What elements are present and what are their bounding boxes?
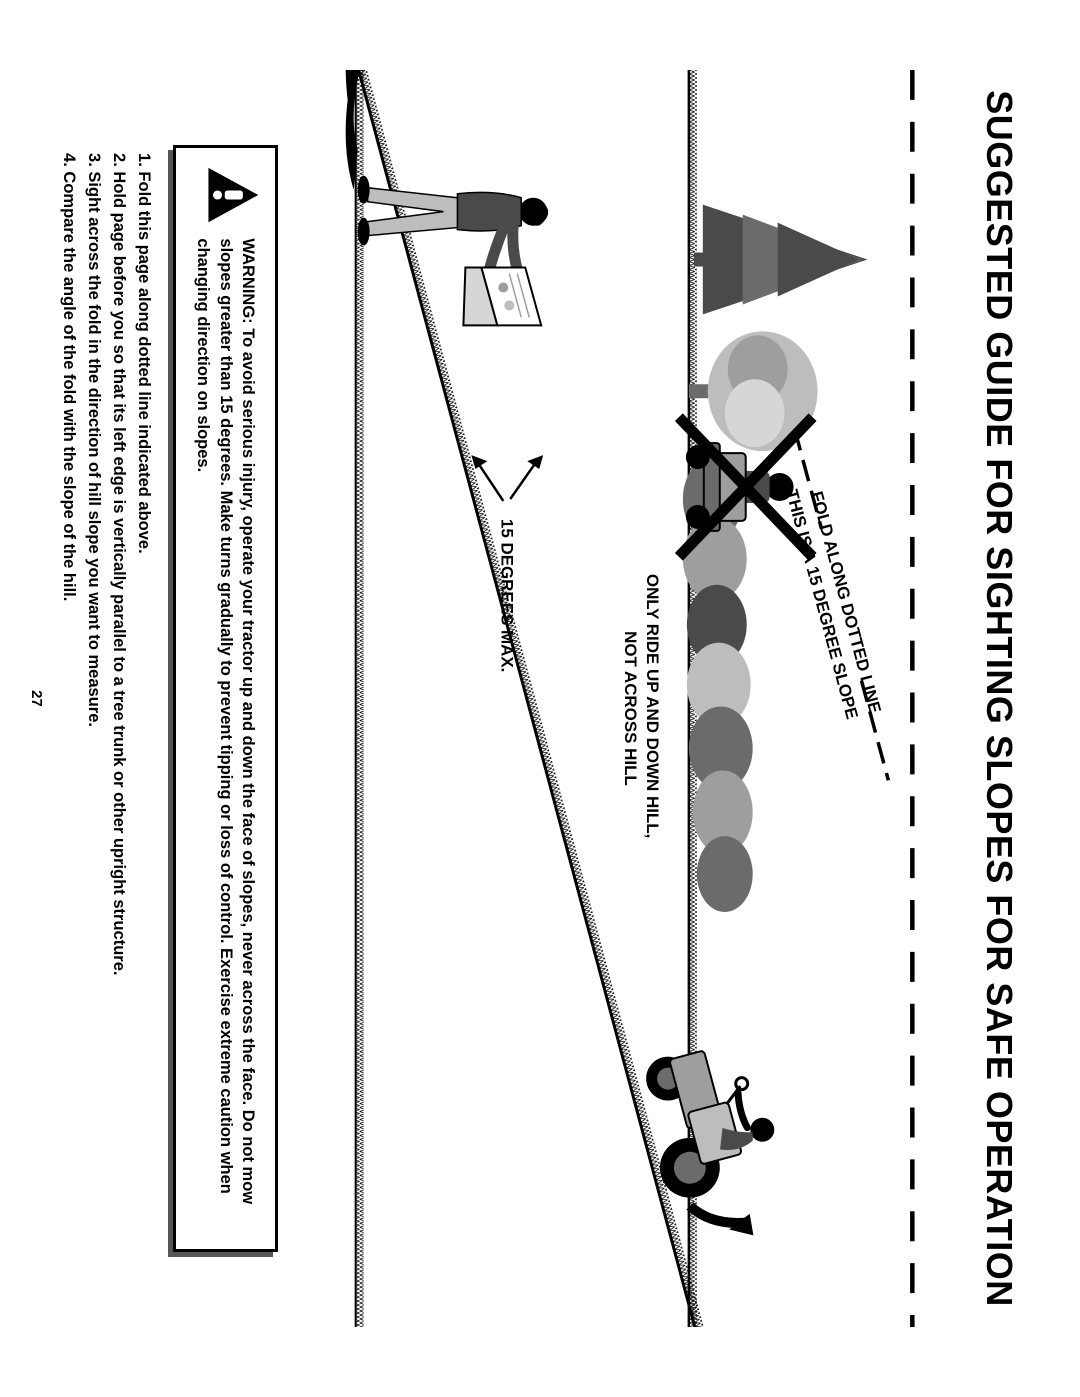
ride-direction-caption: ONLY RIDE UP AND DOWN HILL, NOT ACROSS H…: [621, 574, 662, 843]
step-4: Compare the angle of the fold with the s…: [57, 171, 80, 1251]
page-title: SUGGESTED GUIDE FOR SIGHTING SLOPES FOR …: [978, 70, 1020, 1327]
page-number: 27: [28, 690, 45, 707]
warning-box: WARNING: To avoid serious injury, operat…: [173, 145, 278, 1251]
warning-icon: [203, 166, 261, 224]
instruction-steps: Fold this page along dotted line indicat…: [57, 145, 155, 1251]
slope-diagram: FOLD ALONG DOTTED LINE THIS IS A 15 DEGR…: [303, 70, 953, 1327]
angle-indicator: 15 DEGREES MAX.: [471, 455, 543, 672]
tractor-up-down-hill: [632, 1034, 800, 1254]
step-2: Hold page before you so that its left ed…: [107, 171, 130, 1251]
warning-text: WARNING: To avoid serious injury, operat…: [192, 238, 259, 1230]
warning-body: To avoid serious injury, operate your tr…: [194, 238, 257, 1204]
step-1: Fold this page along dotted line indicat…: [132, 171, 155, 1251]
step-3: Sight across the fold in the direction o…: [82, 171, 105, 1251]
diagram-svg: FOLD ALONG DOTTED LINE THIS IS A 15 DEGR…: [303, 70, 953, 1327]
degrees-max-label: 15 DEGREES MAX.: [497, 519, 516, 672]
warning-label: WARNING:: [239, 238, 257, 328]
tree-pine: [694, 205, 868, 315]
